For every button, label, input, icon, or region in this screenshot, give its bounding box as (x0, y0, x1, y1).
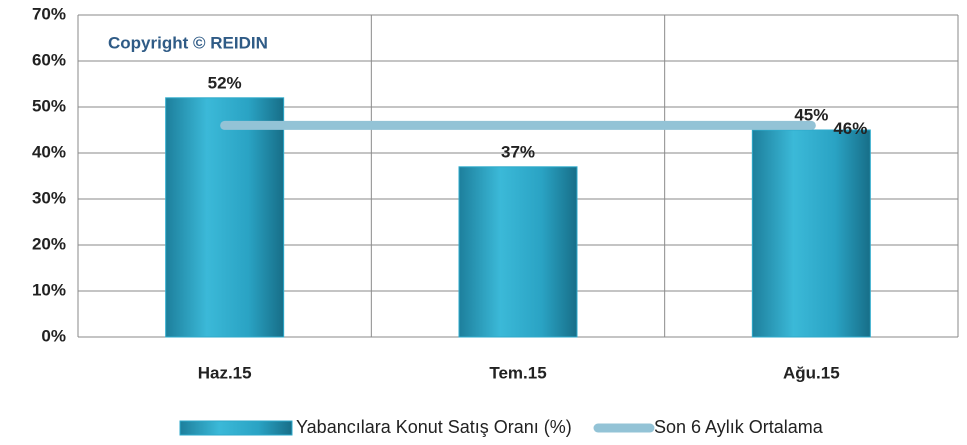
data-label: 37% (501, 142, 535, 161)
y-tick-label: 50% (32, 96, 66, 115)
data-label: 45% (794, 105, 828, 124)
y-tick-label: 60% (32, 50, 66, 69)
annotation: Copyright © REIDIN (108, 33, 268, 52)
bar (458, 166, 578, 338)
y-tick-label: 40% (32, 142, 66, 161)
legend-swatch (179, 420, 293, 436)
bar (751, 129, 871, 338)
y-tick-label: 0% (41, 326, 66, 345)
bar (165, 97, 285, 338)
y-tick-label: 70% (32, 4, 66, 23)
data-label: 46% (833, 119, 867, 138)
legend-label: Yabancılara Konut Satış Oranı (%) (296, 417, 572, 437)
x-tick-label: Tem.15 (489, 363, 546, 382)
x-tick-label: Ağu.15 (783, 363, 840, 382)
y-tick-label: 20% (32, 234, 66, 253)
data-label: 52% (208, 73, 242, 92)
x-tick-label: Haz.15 (198, 363, 252, 382)
legend-label: Son 6 Aylık Ortalama (654, 417, 824, 437)
y-tick-label: 10% (32, 280, 66, 299)
y-tick-label: 30% (32, 188, 66, 207)
